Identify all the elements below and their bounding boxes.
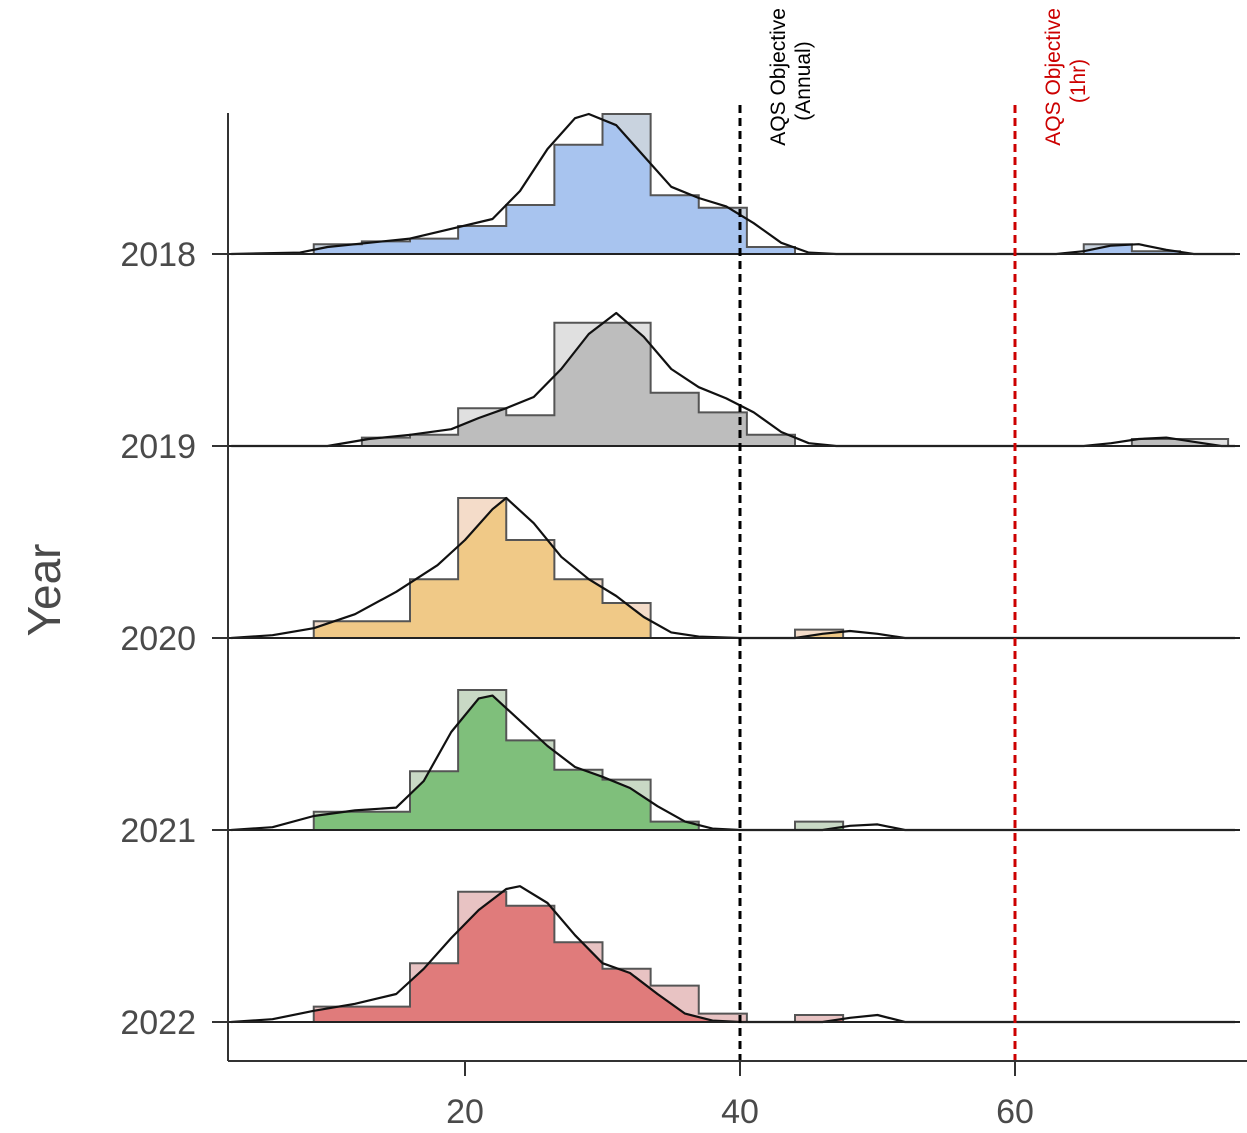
ridge-2022 (228, 886, 1240, 1022)
reference-label-1-line1: AQS Objective (767, 8, 790, 146)
density-fill-2020 (231, 498, 1235, 638)
y-tick-label-2020: 2020 (120, 620, 196, 658)
x-ticks-layer: 20 40 60 (446, 1061, 1034, 1131)
density-fill-2019 (231, 313, 1235, 446)
x-tick-label-40: 40 (721, 1093, 759, 1131)
density-line-2021 (231, 696, 1235, 830)
density-fill-2022 (231, 886, 1235, 1022)
y-tick-label-2019: 2019 (120, 428, 196, 466)
reference-label-2-line2: (1hr) (1067, 59, 1090, 103)
density-fill-2018 (231, 114, 1235, 254)
ridges-layer (228, 114, 1240, 1022)
reference-lines-layer: AQS Objective (Annual) AQS Objective (1hr) (740, 8, 1090, 1061)
histogram-outline-2021 (266, 690, 1229, 830)
x-tick-label-20: 20 (446, 1093, 484, 1131)
y-ticks-layer: 2018 2019 2020 2021 2022 (120, 236, 228, 1042)
ridge-2019 (228, 313, 1240, 446)
histogram-outline-2019 (266, 323, 1229, 446)
histogram-outline-2018 (266, 114, 1229, 254)
y-tick-label-2021: 2021 (120, 812, 196, 850)
ridge-2021 (228, 690, 1240, 830)
density-line-2020 (231, 498, 1235, 638)
histogram-outline-2020 (266, 498, 1229, 638)
ridge-2018 (228, 114, 1240, 254)
ridge-2020 (228, 498, 1240, 638)
density-line-2022 (231, 886, 1235, 1022)
reference-label-1-line2: (Annual) (792, 41, 815, 120)
reference-label-2-line1: AQS Objective (1042, 8, 1065, 146)
y-axis-title: Year (18, 544, 70, 637)
y-tick-label-2018: 2018 (120, 236, 196, 274)
histogram-outline-2022 (266, 892, 1229, 1022)
axes-layer (228, 113, 1247, 1061)
x-tick-label-60: 60 (996, 1093, 1034, 1131)
y-tick-label-2022: 2022 (120, 1004, 196, 1042)
density-fill-2021 (231, 696, 1235, 830)
